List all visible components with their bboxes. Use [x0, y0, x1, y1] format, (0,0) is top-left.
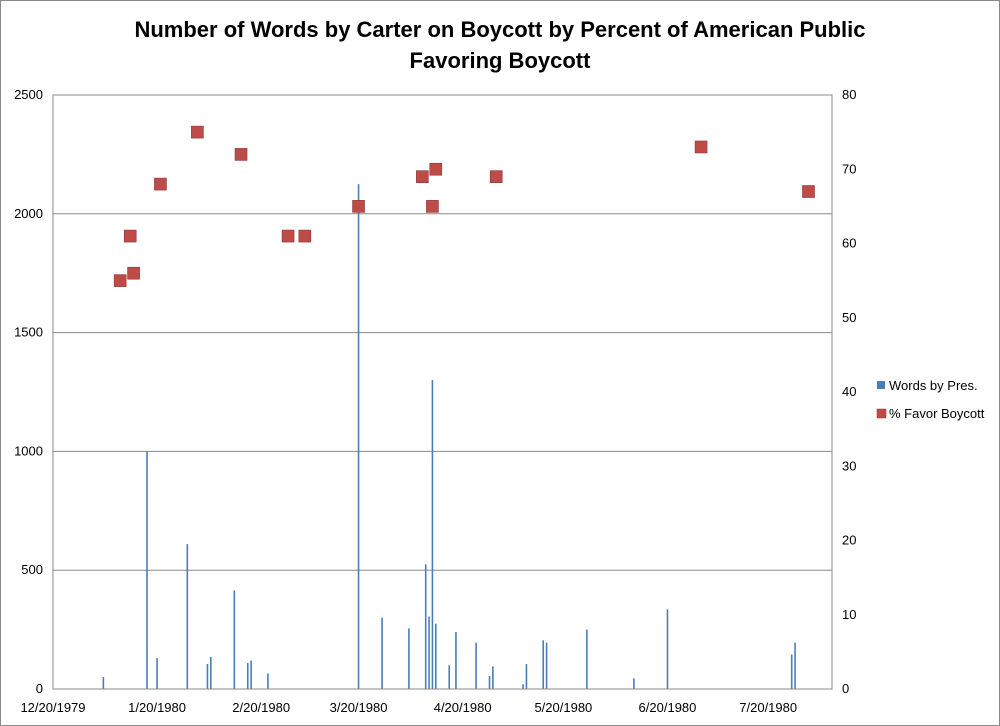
y-left-tick-label: 0	[36, 681, 43, 696]
words-bar	[545, 642, 548, 689]
words-bar	[633, 678, 635, 689]
words-bar	[246, 662, 249, 689]
favor-marker	[694, 140, 708, 154]
gridlines	[53, 213, 832, 571]
words-bar	[146, 451, 148, 689]
favor-marker	[352, 200, 365, 213]
words-bar	[475, 642, 477, 689]
words-bar	[431, 380, 434, 689]
words-bar	[381, 617, 383, 689]
chart-title-line-2: Favoring Boycott	[410, 48, 592, 73]
y-right-tick-label: 20	[842, 533, 856, 548]
legend-label-favor: % Favor Boycott	[889, 406, 985, 421]
x-tick-label: 5/20/1980	[534, 700, 592, 715]
words-bar	[448, 665, 451, 689]
words-bar	[267, 673, 269, 689]
words-bar	[434, 623, 437, 689]
y-right-tick-label: 40	[842, 384, 856, 399]
y-left-tick-label: 500	[21, 562, 43, 577]
x-tick-label: 1/20/1980	[128, 700, 186, 715]
words-bar	[794, 642, 796, 689]
x-tick-label: 12/20/1979	[20, 700, 85, 715]
words-bar	[102, 677, 105, 689]
y-right-tick-label: 10	[842, 607, 856, 622]
x-tick-label: 3/20/1980	[330, 700, 388, 715]
y-left-tick-label: 2000	[14, 206, 43, 221]
y-right-tick-label: 80	[842, 87, 856, 102]
favor-marker	[426, 200, 439, 213]
words-bar	[586, 629, 588, 689]
legend-swatch-words	[877, 381, 885, 389]
words-bar	[542, 640, 545, 689]
favor-marker	[802, 185, 815, 198]
favor-marker	[154, 177, 167, 191]
left-axis-labels: 0 500 1000 1500 2000 2500	[14, 87, 43, 696]
right-axis-labels: 0 10 20 30 40 50 60 70 80	[842, 87, 856, 696]
chart-title-line-1: Number of Words by Carter on Boycott by …	[134, 17, 865, 42]
y-right-tick-label: 30	[842, 458, 856, 473]
favor-marker	[429, 162, 443, 176]
legend-swatch-favor	[876, 408, 887, 419]
favor-markers	[113, 125, 815, 287]
y-right-tick-label: 50	[842, 310, 856, 325]
words-bar	[206, 664, 209, 689]
favor-marker	[123, 229, 137, 243]
words-bar	[488, 675, 491, 689]
words-bar	[790, 654, 793, 689]
x-tick-label: 7/20/1980	[739, 700, 797, 715]
words-bar	[525, 664, 528, 689]
favor-marker	[281, 229, 295, 243]
x-axis-labels: 12/20/1979 1/20/1980 2/20/1980 3/20/1980 4/2…	[20, 700, 797, 715]
favor-marker	[191, 125, 204, 139]
x-tick-label: 2/20/1980	[232, 700, 290, 715]
y-right-tick-label: 60	[842, 236, 856, 251]
words-bar	[428, 616, 430, 689]
words-bar	[455, 631, 457, 689]
plot-area-border	[52, 94, 833, 690]
favor-marker	[298, 229, 312, 243]
y-left-tick-label: 1500	[14, 325, 43, 340]
y-left-tick-label: 1000	[14, 443, 43, 458]
favor-marker	[234, 148, 248, 161]
words-bar	[522, 684, 524, 689]
words-bar	[408, 628, 410, 689]
favor-marker	[113, 274, 127, 287]
words-bar	[156, 658, 158, 689]
favor-marker	[416, 170, 429, 183]
words-bar	[250, 660, 252, 689]
x-tick-label: 4/20/1980	[434, 700, 492, 715]
x-tick-label: 6/20/1980	[639, 700, 697, 715]
favor-marker	[127, 266, 140, 280]
legend-label-words: Words by Pres.	[889, 378, 978, 393]
words-bars	[102, 184, 796, 689]
words-bar	[357, 184, 360, 689]
words-bar	[492, 666, 494, 689]
words-bar	[424, 564, 427, 689]
words-bar	[233, 590, 236, 689]
y-right-tick-label: 0	[842, 681, 849, 696]
favor-marker	[489, 170, 503, 183]
legend: Words by Pres. % Favor Boycott	[876, 378, 985, 421]
words-bar	[186, 544, 189, 689]
words-bar	[210, 656, 212, 689]
words-bar	[666, 609, 669, 689]
y-right-tick-label: 70	[842, 161, 856, 176]
y-left-tick-label: 2500	[14, 87, 43, 102]
